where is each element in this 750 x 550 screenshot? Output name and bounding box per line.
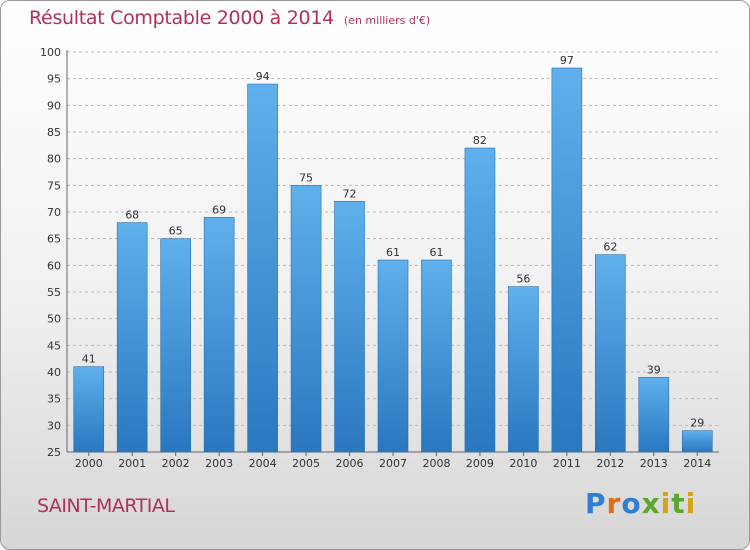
bar xyxy=(160,238,191,453)
x-tick-label: 2000 xyxy=(75,457,103,470)
x-tick-label: 2003 xyxy=(205,457,233,470)
data-label: 69 xyxy=(212,203,226,216)
data-label: 62 xyxy=(603,241,617,254)
bar xyxy=(203,217,235,453)
y-tick-label: 60 xyxy=(47,259,61,272)
data-label: 72 xyxy=(343,187,357,200)
bar xyxy=(247,83,278,453)
bar xyxy=(551,67,583,453)
data-label: 61 xyxy=(429,246,443,259)
y-tick-label: 90 xyxy=(47,99,61,112)
x-tick-label: 2011 xyxy=(553,457,581,470)
bar xyxy=(508,286,539,453)
y-tick-label: 25 xyxy=(47,446,61,459)
x-tick-label: 2010 xyxy=(509,457,537,470)
logo-letter: x xyxy=(641,487,661,520)
chart-title-block: Résultat Comptable 2000 à 2014 (en millie… xyxy=(29,7,430,29)
x-tick-label: 2005 xyxy=(292,457,320,470)
x-tick-label: 2004 xyxy=(249,457,277,470)
y-tick-label: 55 xyxy=(47,286,61,299)
y-tick-label: 30 xyxy=(47,419,61,432)
y-tick-label: 100 xyxy=(40,46,61,59)
data-label: 41 xyxy=(82,353,96,366)
x-tick-label: 2009 xyxy=(466,457,494,470)
data-label: 65 xyxy=(169,225,183,238)
x-tick-label: 2007 xyxy=(379,457,407,470)
data-label: 39 xyxy=(647,363,661,376)
bar xyxy=(464,147,496,453)
logo-letter: P xyxy=(585,487,607,520)
x-tick-label: 2012 xyxy=(596,457,624,470)
bar xyxy=(116,222,148,453)
data-label: 82 xyxy=(473,134,487,147)
y-tick-label: 35 xyxy=(47,393,61,406)
y-tick-label: 95 xyxy=(47,73,61,86)
x-tick-label: 2001 xyxy=(118,457,146,470)
x-tick-label: 2002 xyxy=(162,457,190,470)
logo-letter: o xyxy=(621,487,642,520)
bar xyxy=(290,185,322,453)
y-tick-label: 70 xyxy=(47,206,61,219)
y-tick-label: 80 xyxy=(47,153,61,166)
x-tick-label: 2013 xyxy=(640,457,668,470)
y-tick-label: 40 xyxy=(47,366,61,379)
y-tick-label: 65 xyxy=(47,233,61,246)
y-tick-label: 45 xyxy=(47,339,61,352)
data-label: 94 xyxy=(256,70,270,83)
bar xyxy=(73,366,105,453)
logo-letter: r xyxy=(606,487,622,520)
y-tick-label: 85 xyxy=(47,126,61,139)
proxiti-logo: Proxiti xyxy=(585,487,696,520)
location-label: SAINT-MARTIAL xyxy=(37,495,175,517)
chart-unit: (en milliers d'€) xyxy=(343,14,431,27)
bar xyxy=(595,254,626,453)
bar xyxy=(377,259,409,453)
logo-letter: t xyxy=(671,487,686,520)
y-tick-label: 75 xyxy=(47,179,61,192)
data-label: 61 xyxy=(386,246,400,259)
bar xyxy=(681,430,713,453)
bar xyxy=(638,377,670,453)
x-tick-label: 2008 xyxy=(422,457,450,470)
data-label: 29 xyxy=(690,417,704,430)
data-label: 56 xyxy=(516,273,530,286)
logo-letter: i xyxy=(685,487,697,520)
bar xyxy=(421,259,452,453)
y-tick-label: 50 xyxy=(47,313,61,326)
data-label: 75 xyxy=(299,171,313,184)
x-tick-label: 2014 xyxy=(683,457,711,470)
logo-letter: i xyxy=(660,487,672,520)
chart-title: Résultat Comptable 2000 à 2014 xyxy=(29,7,334,29)
data-label: 97 xyxy=(560,54,574,67)
bar xyxy=(334,201,365,453)
data-label: 68 xyxy=(125,209,139,222)
x-tick-label: 2006 xyxy=(336,457,364,470)
